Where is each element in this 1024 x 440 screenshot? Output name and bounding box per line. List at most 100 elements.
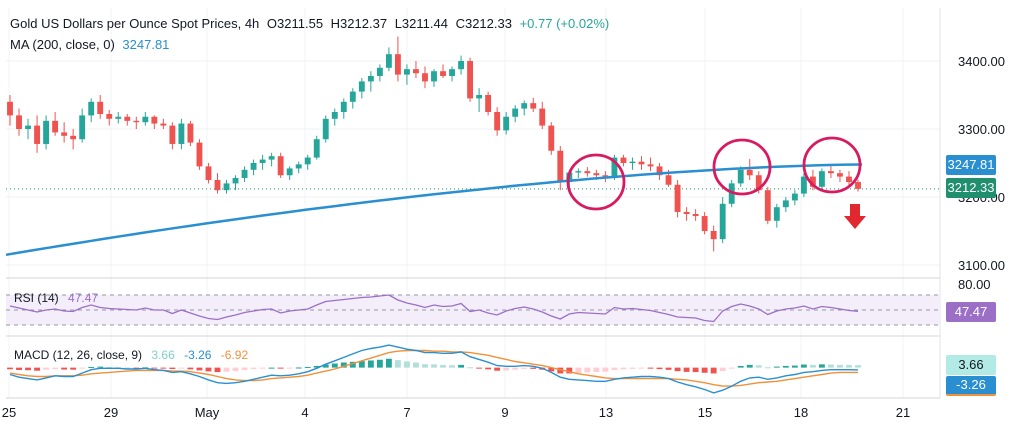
candle-body xyxy=(593,173,600,176)
candle-body xyxy=(674,184,681,212)
rsi-line xyxy=(9,294,859,323)
macd-hist-bar xyxy=(494,367,501,371)
rsi-level-tick: 80.00 xyxy=(958,277,991,292)
macd-hist-bar xyxy=(629,367,636,369)
close-value: C3212.33 xyxy=(455,16,512,31)
candle-body xyxy=(692,214,699,217)
high-value: H3212.37 xyxy=(330,16,388,31)
macd-hist-bar xyxy=(476,367,483,369)
macd-hist-bar xyxy=(268,367,275,369)
candles xyxy=(7,36,861,252)
macd-hist-bar xyxy=(701,367,708,373)
candle-body xyxy=(169,125,176,144)
candle-body xyxy=(187,123,194,143)
candle-body xyxy=(557,150,564,183)
candle-body xyxy=(286,168,293,176)
candle-body xyxy=(313,139,320,158)
macd-hist-bar xyxy=(88,366,95,368)
candle-body xyxy=(376,67,383,76)
candle-body xyxy=(602,175,609,177)
candle-body xyxy=(764,190,771,221)
rsi-pane xyxy=(6,294,940,326)
candle-body xyxy=(205,166,212,180)
macd-hist-bar xyxy=(656,367,663,370)
macd-hist-bar xyxy=(259,367,266,369)
candle-body xyxy=(16,115,22,129)
macd-hist-bar xyxy=(70,367,77,370)
macd-hist-bar xyxy=(367,360,374,368)
macd-hist-bar xyxy=(214,367,221,373)
candle-body xyxy=(809,176,816,187)
candle-body xyxy=(124,116,131,121)
macd-hist-bar xyxy=(485,367,492,370)
macd-hist-bar xyxy=(855,365,861,368)
macd-hist-bar xyxy=(196,367,203,371)
macd-hist-bar xyxy=(728,367,735,369)
candle-body xyxy=(548,125,555,151)
macd-hist-bar xyxy=(737,365,744,368)
candle-body xyxy=(241,169,248,178)
time-tick: 4 xyxy=(301,405,309,420)
macd-hist-bar xyxy=(692,367,699,373)
macd-hist-bar xyxy=(503,367,510,371)
macd-signal-value: -6.92 xyxy=(220,348,249,362)
macd-hist-bar xyxy=(467,367,474,369)
candle-body xyxy=(846,176,852,183)
candle-body xyxy=(358,81,365,92)
candle-body xyxy=(70,135,77,140)
macd-hist-bar xyxy=(566,367,573,374)
macd-hist-bar xyxy=(764,367,771,369)
candle-body xyxy=(61,132,68,136)
candle-body xyxy=(800,176,807,194)
macd-hist-bar xyxy=(782,365,789,368)
candle-body xyxy=(331,112,338,119)
ma-value: 3247.81 xyxy=(122,37,170,52)
macd-hist-bar xyxy=(394,360,401,368)
candle-body xyxy=(494,112,501,131)
candle-body xyxy=(259,159,266,163)
ma-label: MA (200, close, 0) xyxy=(10,37,115,52)
candle-body xyxy=(295,164,302,169)
macd-hist-bar xyxy=(97,366,104,368)
candle-body xyxy=(476,95,483,99)
candle-body xyxy=(530,103,537,109)
candle-body xyxy=(719,203,726,240)
macd-hist-bar xyxy=(548,367,555,372)
rsi-legend[interactable]: RSI (14) 47.47 xyxy=(14,291,104,305)
macd-hist-bar xyxy=(638,367,645,369)
time-tick: May xyxy=(194,405,220,420)
macd-hist-bar xyxy=(151,367,158,369)
macd-hist-bar xyxy=(611,367,618,371)
candle-body xyxy=(683,211,690,214)
candle-body xyxy=(151,116,158,124)
low-value: L3211.44 xyxy=(394,16,448,31)
time-tick: 18 xyxy=(793,405,809,420)
candle-body xyxy=(322,118,329,140)
macd-hist-bar xyxy=(575,367,582,374)
price-tick: 3100.00 xyxy=(958,258,1005,273)
macd-hist-bar xyxy=(602,367,609,372)
time-tick: 7 xyxy=(403,405,411,420)
candle-body xyxy=(178,123,185,144)
candle-body xyxy=(485,95,492,112)
macd-hist-bar xyxy=(160,367,167,369)
macd-legend[interactable]: MACD (12, 26, close, 9) 3.66 -3.26 -6.92 xyxy=(14,348,254,362)
macd-hist-bar xyxy=(178,367,185,369)
macd-hist-bar xyxy=(223,367,230,372)
ma-legend[interactable]: MA (200, close, 0) 3247.81 xyxy=(10,37,173,52)
candle-body xyxy=(440,71,446,76)
candle-body xyxy=(575,171,582,173)
macd-hist-bar xyxy=(791,365,798,368)
macd-pane xyxy=(7,344,861,394)
macd-hist-bar xyxy=(584,367,591,373)
candle-body xyxy=(746,169,753,176)
rsi-label: RSI (14) xyxy=(14,291,59,305)
macd-hist-bar xyxy=(205,367,212,372)
candle-body xyxy=(818,171,825,187)
macd-hist-bar xyxy=(828,364,834,368)
macd-hist-bar xyxy=(169,367,176,369)
macd-hist-bar xyxy=(61,367,68,370)
macd-hist-bar xyxy=(376,359,383,368)
candle-body xyxy=(304,157,311,165)
